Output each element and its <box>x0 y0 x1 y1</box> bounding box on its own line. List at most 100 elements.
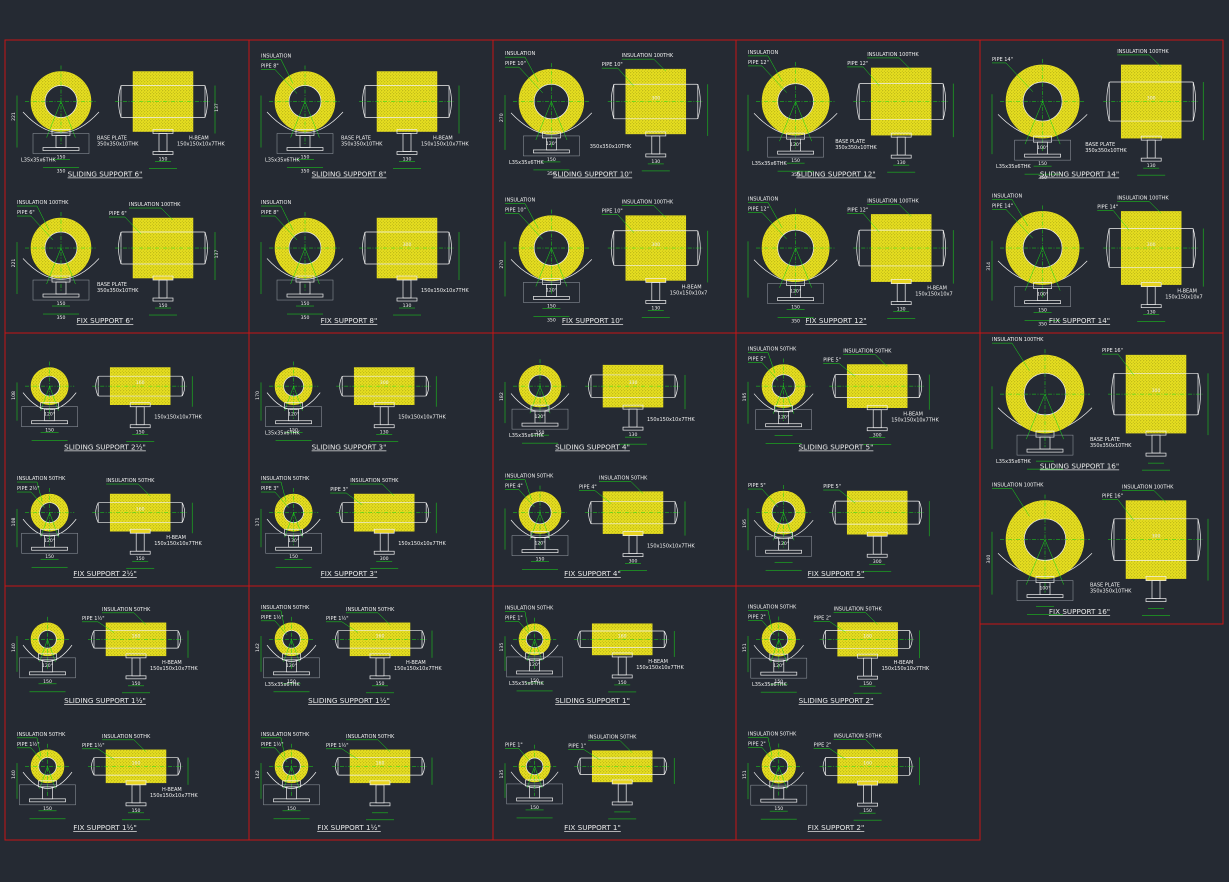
pipe-break <box>1197 518 1201 561</box>
label-pipe-elevation: PIPE 10" <box>602 62 623 68</box>
label-base-plate-size: 350x350x10THK <box>341 142 383 148</box>
h-beam-flange <box>857 802 878 807</box>
cross-section: 150 120° 108 <box>11 361 78 441</box>
h-beam-flange <box>369 675 391 680</box>
leader-line <box>129 207 174 221</box>
base-plate <box>1026 594 1064 598</box>
dim-width-base: 350 <box>1038 175 1047 181</box>
leader-line <box>505 748 531 763</box>
leader-line <box>17 215 54 241</box>
label-pipe: PIPE 10" <box>505 61 526 67</box>
leader-line <box>505 479 532 501</box>
label-pipe: PIPE 8" <box>261 210 279 216</box>
sliding-support-detail: 150 120° 108 150 160 150x150x10x7THK SLIDING S… <box>11 361 203 452</box>
leader-line <box>992 488 1030 517</box>
h-beam-web <box>872 409 882 429</box>
side-elevation: 150 160 INSULATION 50THK PIPE 1½" H-BEAM150x… <box>326 607 442 694</box>
dim-width-shoe: 150 <box>774 806 783 812</box>
leader-line <box>1102 353 1135 376</box>
detail-title: FIX SUPPORT 2" <box>808 823 865 832</box>
dim-beam-width: 150 <box>618 680 627 686</box>
label-pipe: PIPE 1" <box>505 616 523 622</box>
concrete-pad <box>755 535 812 557</box>
label-insulation: INSULATION 50THK <box>505 474 554 480</box>
concrete-pad <box>755 409 812 430</box>
cradle-arc <box>753 772 804 789</box>
label-h-beam-size: 150x150x10x7THK <box>636 665 684 671</box>
dim-angle: 100° <box>1039 586 1050 592</box>
cross-section: 150 350 221 INSULATION 100THK PIPE 6" <box>11 200 100 321</box>
leader-line <box>17 205 50 231</box>
dim-beam-width: 150 <box>136 556 145 562</box>
sliding-support-detail: 150 120° 170 L35x35x6THK 130 300 150x150x10x7T… <box>255 361 447 452</box>
label-h-beam-size: 150x150x10x7THK <box>398 415 446 421</box>
h-beam-web <box>135 532 145 552</box>
fix-support-detail: 150 350 100° 314 INSULATION PIPE 14" 130 300 INS… <box>986 193 1204 328</box>
h-beam-web <box>651 282 661 301</box>
dim-height: 170 <box>255 391 261 400</box>
cross-section: 120° 195 INSULATION 50THK PIPE 5" <box>742 347 814 444</box>
detail-title: SLIDING SUPPORT 5" <box>799 443 874 452</box>
cross-section: 150 142 INSULATION 50THK PIPE 1½" <box>255 732 320 820</box>
cradle-arc <box>753 645 804 662</box>
label-base-plate-size: 350x350x10THK <box>1090 443 1132 449</box>
dim-width-base: 350 <box>547 317 556 323</box>
label-h-beam: H-BEAM <box>166 535 186 541</box>
cradle-arc <box>22 644 73 662</box>
sliding-support-detail: 150 120° 140 150 160 INSULATION 50THK PIPE 1½"… <box>11 607 198 705</box>
dim-height: 221 <box>11 259 17 268</box>
base-plate <box>521 549 559 553</box>
label-insulation: INSULATION <box>748 50 778 56</box>
label-angle: L35x35x6THK <box>752 682 787 688</box>
cradle-arc <box>22 771 73 789</box>
h-beam-web <box>1151 580 1161 599</box>
label-angle: L35x35x6THK <box>996 459 1031 465</box>
label-pipe-elevation: PIPE 6" <box>109 211 127 217</box>
concrete-pad <box>263 784 320 806</box>
angle-line <box>304 101 320 138</box>
h-beam-flange <box>1140 304 1162 308</box>
label-angle: L35x35x6THK <box>21 158 56 164</box>
label-h-beam: H-BEAM <box>894 660 914 666</box>
base-plate <box>516 797 553 802</box>
angle-line <box>1026 539 1046 585</box>
h-beam-flange <box>1145 452 1167 457</box>
h-beam-flange <box>373 550 395 555</box>
angle-line <box>1024 247 1043 291</box>
dim-shoe-length: 300 <box>380 380 389 386</box>
side-elevation: 150 160 INSULATION 50THK PIPE 1½" H-BEAM150x… <box>82 734 198 821</box>
label-base-plate-size: 350x350x10THK <box>835 145 877 151</box>
leader-line <box>1117 54 1162 68</box>
leader-line <box>505 611 529 631</box>
h-beam-flange <box>373 424 395 429</box>
label-h-beam: H-BEAM <box>433 136 453 142</box>
side-elevation: 130 300 INSULATION 100THK PIPE 10" H-BEAM150… <box>601 200 709 318</box>
concrete-pad <box>523 135 580 157</box>
label-insulation-elevation: INSULATION 50THK <box>346 734 395 740</box>
angle-line <box>783 386 795 414</box>
h-beam-flange <box>125 802 147 807</box>
label-pipe: PIPE 2½" <box>17 485 40 492</box>
dim-width-base: 350 <box>547 171 556 177</box>
base-plate <box>516 670 553 675</box>
dim-height: 195 <box>742 519 748 528</box>
leader-line <box>17 481 43 502</box>
pipe-break <box>697 230 701 266</box>
cross-section: 150 350 120° INSULATION PIPE 12" <box>747 196 838 325</box>
dim-width-shoe: 150 <box>289 554 298 560</box>
label-insulation-elevation: INSULATION 50THK <box>843 349 892 355</box>
leader-line <box>992 199 1029 227</box>
label-pipe: PIPE 4" <box>505 484 523 490</box>
label-insulation: INSULATION 50THK <box>748 347 797 353</box>
dim-angle: 120° <box>546 287 557 293</box>
leader-line <box>505 213 543 240</box>
detail-title: FIX SUPPORT 1½" <box>73 823 137 832</box>
dim-shoe-length: 160 <box>136 507 145 513</box>
concrete-pad <box>506 783 563 805</box>
